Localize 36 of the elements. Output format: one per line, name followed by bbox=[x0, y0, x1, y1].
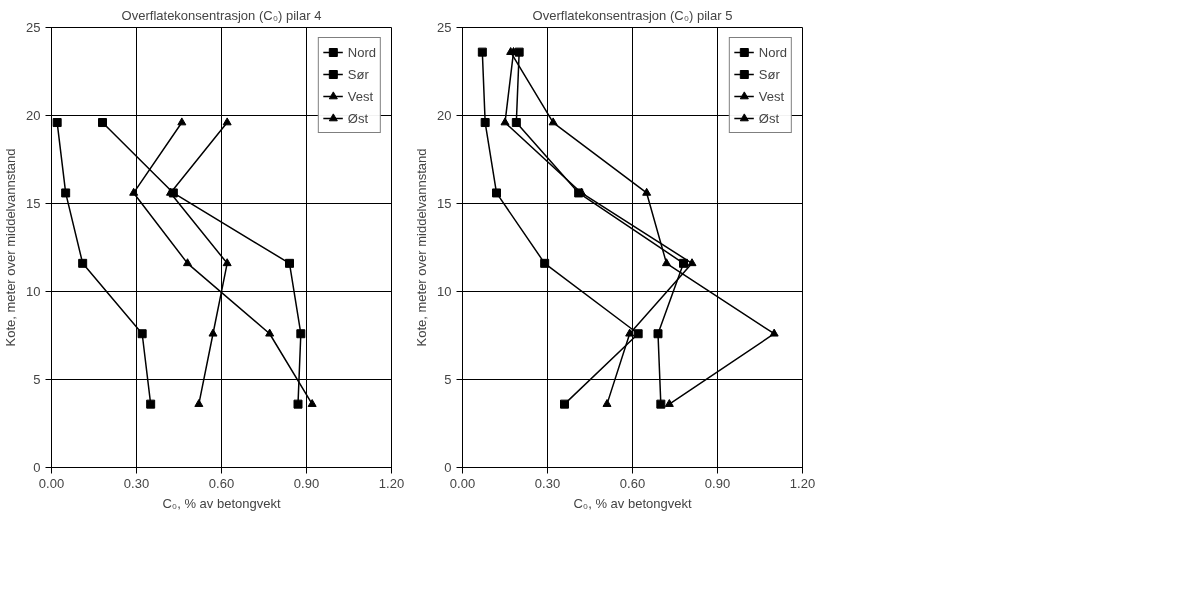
x-tick-label: 0.30 bbox=[123, 475, 150, 491]
y-tick-label: 0 bbox=[444, 460, 452, 475]
legend-label: Sør bbox=[347, 66, 369, 82]
x-tick-label: 0.00 bbox=[449, 475, 476, 491]
y-axis-title: Kote, meter over middelvannstand bbox=[3, 148, 19, 347]
y-tick-label: 10 bbox=[437, 284, 452, 299]
x-tick-label: 0.60 bbox=[208, 475, 235, 491]
y-tick-label: 5 bbox=[33, 372, 41, 387]
x-tick-label: 0.30 bbox=[534, 475, 561, 491]
y-tick-label: 5 bbox=[444, 372, 452, 387]
y-tick-label: 15 bbox=[437, 196, 452, 211]
x-tick-label: 0.00 bbox=[38, 475, 65, 491]
y-axis-title: Kote, meter over middelvannstand bbox=[414, 148, 430, 347]
y-tick-label: 15 bbox=[26, 196, 41, 211]
legend-label: Øst bbox=[347, 110, 369, 126]
legend-label: Øst bbox=[758, 110, 780, 126]
y-tick-label: 20 bbox=[26, 108, 41, 123]
x-tick-label: 0.90 bbox=[704, 475, 731, 491]
y-tick-label: 25 bbox=[26, 20, 41, 35]
x-tick-label: 1.20 bbox=[378, 475, 405, 491]
chart-title: Overflatekonsentrasjon (C₀) pilar 5 bbox=[532, 7, 733, 23]
x-axis-title: C₀, % av betongvekt bbox=[162, 495, 281, 511]
x-tick-label: 1.20 bbox=[789, 475, 816, 491]
y-tick-label: 10 bbox=[26, 284, 41, 299]
legend-label: Nord bbox=[347, 44, 376, 60]
chart-title: Overflatekonsentrasjon (C₀) pilar 4 bbox=[121, 7, 322, 23]
y-tick-label: 0 bbox=[33, 460, 41, 475]
legend-label: Sør bbox=[758, 66, 780, 82]
legend-label: Nord bbox=[758, 44, 787, 60]
x-axis-title: C₀, % av betongvekt bbox=[573, 495, 692, 511]
y-tick-label: 25 bbox=[437, 20, 452, 35]
legend-label: Vest bbox=[347, 88, 374, 104]
legend-label: Vest bbox=[758, 88, 785, 104]
x-tick-label: 0.60 bbox=[619, 475, 646, 491]
x-tick-label: 0.90 bbox=[293, 475, 320, 491]
y-tick-label: 20 bbox=[437, 108, 452, 123]
